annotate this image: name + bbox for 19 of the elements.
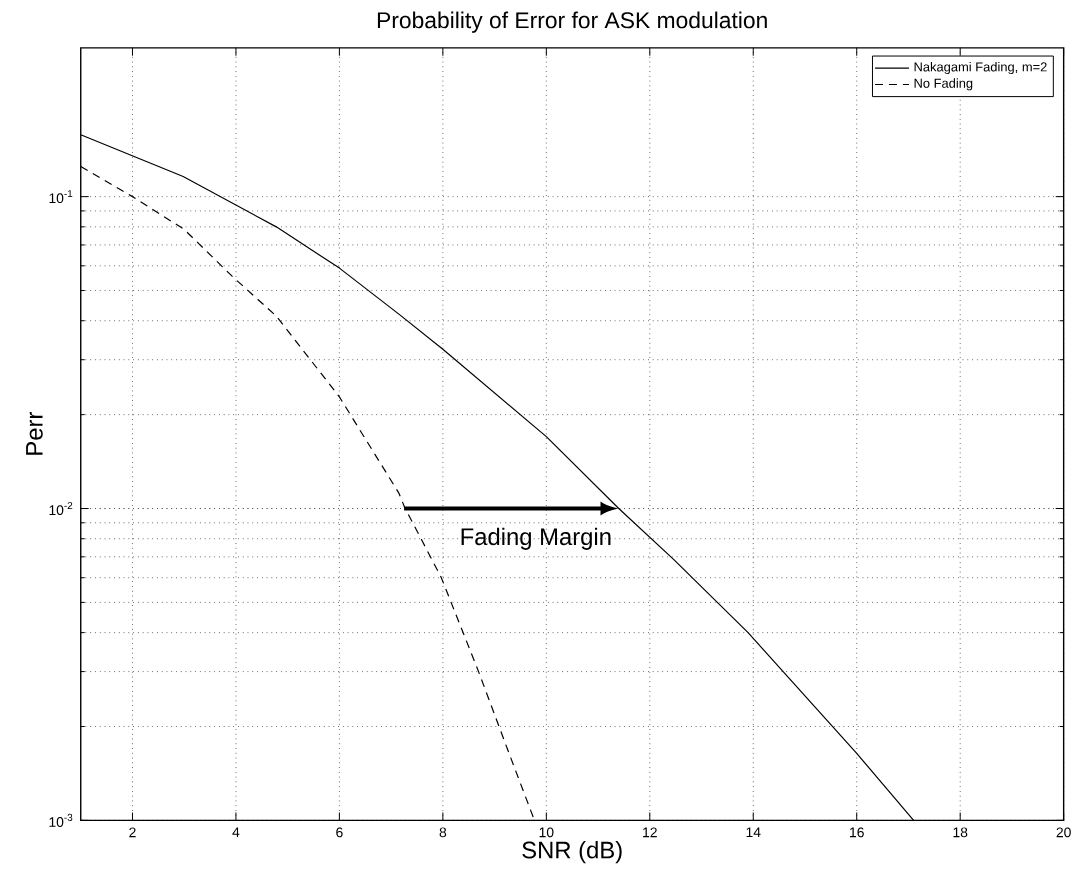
x-axis-title: SNR (dB) [522, 840, 622, 864]
x-tick-label: 14 [746, 827, 761, 837]
legend-label: No Fading [914, 78, 973, 91]
y-axis-title: Perr [26, 411, 43, 455]
x-tick-label: 16 [850, 827, 864, 838]
legend-label: Nakagami Fading, m=2 [914, 61, 1047, 74]
x-tick-label: 8 [439, 827, 447, 838]
x-tick-label: 10 [539, 827, 554, 838]
x-tick-label: 12 [643, 827, 657, 838]
x-tick-label: 18 [953, 827, 968, 838]
annotation: Fading Margin [461, 527, 611, 550]
x-tick-label: 4 [232, 827, 240, 837]
y-tick-label: 10$^{-1}$ [49, 190, 73, 204]
y-tick-label: 10$^{-3}$ [49, 813, 73, 827]
x-tick-label: 20 [1056, 827, 1071, 838]
x-tick-label: 2 [129, 827, 136, 838]
chart-title: Probability of Error for ASK modulation [377, 11, 767, 33]
y-tick-label: 10$^{-2}$ [49, 501, 73, 515]
x-tick-label: 6 [336, 827, 343, 838]
